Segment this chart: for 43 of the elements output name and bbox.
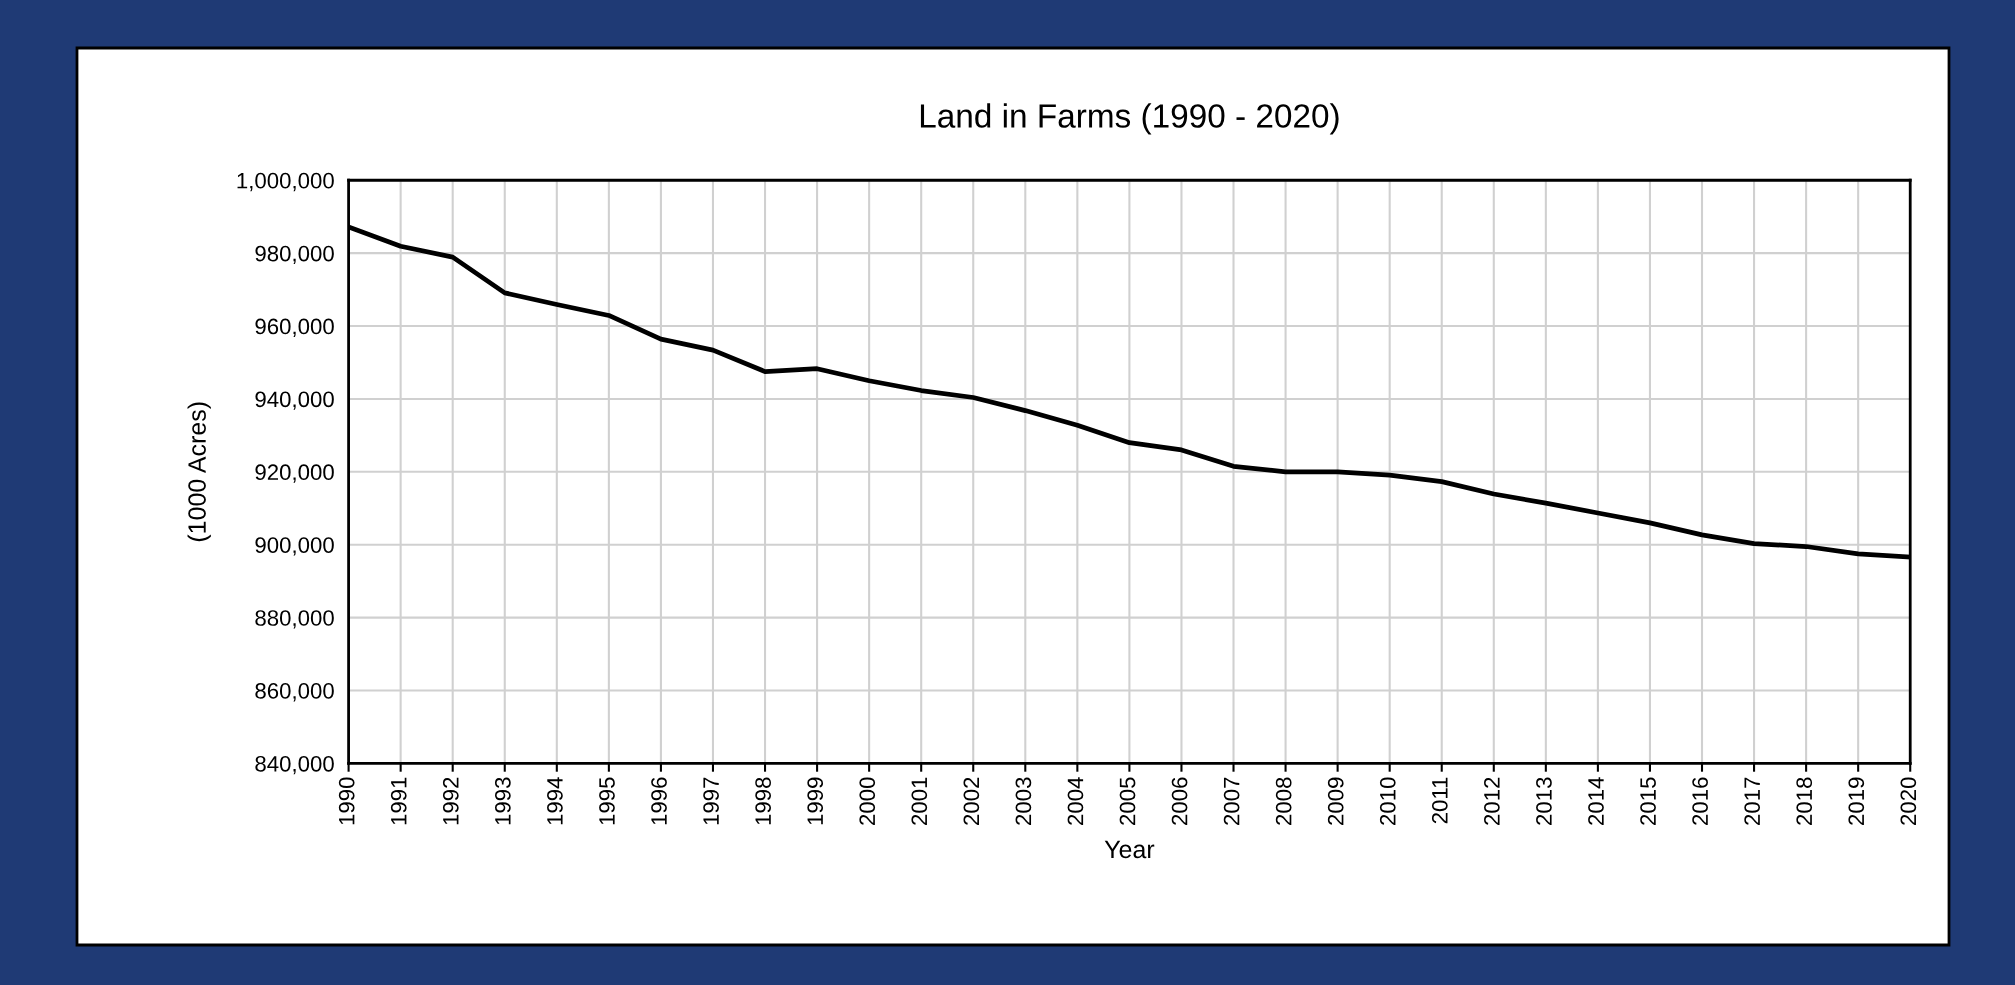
x-tick-label: 2012 — [1484, 777, 1500, 825]
x-tick-label: 1993 — [494, 777, 511, 825]
x-tick-label: 1994 — [547, 777, 563, 825]
x-tick-label: 2001 — [911, 777, 928, 825]
x-tick-label: 2014 — [1588, 777, 1604, 825]
y-tick-label: 1,000,000 — [237, 172, 334, 192]
x-tick-label: 1999 — [807, 777, 824, 825]
x-tick-label: 2005 — [1119, 777, 1136, 825]
x-tick-label: 2017 — [1744, 777, 1761, 825]
y-tick-label: 840,000 — [255, 755, 334, 775]
x-tick-label: 2006 — [1171, 777, 1188, 825]
x-tick-label: 2015 — [1640, 777, 1656, 825]
x-tick-label: 1991 — [390, 777, 407, 825]
x-tick-label: 2010 — [1379, 777, 1396, 825]
x-tick-label: 2016 — [1692, 777, 1708, 825]
x-tick-label: 2002 — [963, 777, 980, 825]
x-tick-label: 2008 — [1275, 777, 1292, 825]
x-tick-label: 2004 — [1067, 777, 1084, 825]
x-tick-label: 1995 — [599, 777, 615, 825]
x-tick-label: 1996 — [651, 777, 667, 825]
y-tick-label: 880,000 — [255, 610, 334, 629]
y-tick-label: 920,000 — [255, 464, 334, 483]
x-tick-label: 2009 — [1327, 777, 1344, 825]
x-tick-label: 2018 — [1796, 777, 1813, 825]
x-tick-label: 1997 — [703, 777, 719, 825]
x-tick-label: 2000 — [859, 777, 876, 825]
y-axis-title: (1000 Acres) — [187, 402, 211, 542]
chart-title: Land in Farms (1990 - 2020) — [920, 103, 1339, 135]
x-tick-label: 2011 — [1431, 777, 1448, 824]
y-tick-label: 980,000 — [255, 245, 334, 265]
x-tick-label: 2013 — [1536, 777, 1552, 825]
x-tick-label: 1992 — [442, 777, 459, 825]
y-tick-label: 960,000 — [255, 318, 334, 337]
x-tick-label: 2003 — [1015, 777, 1032, 825]
x-tick-label: 2007 — [1223, 777, 1240, 825]
x-tick-label: 2020 — [1900, 777, 1917, 825]
y-tick-label: 860,000 — [255, 683, 334, 702]
x-tick-label: 1998 — [755, 777, 771, 825]
x-tick-label: 2019 — [1848, 777, 1865, 825]
y-tick-label: 940,000 — [255, 391, 334, 410]
x-axis-title: Year — [1104, 840, 1155, 859]
x-tick-label: 1990 — [338, 777, 355, 825]
y-tick-label: 900,000 — [255, 537, 334, 556]
